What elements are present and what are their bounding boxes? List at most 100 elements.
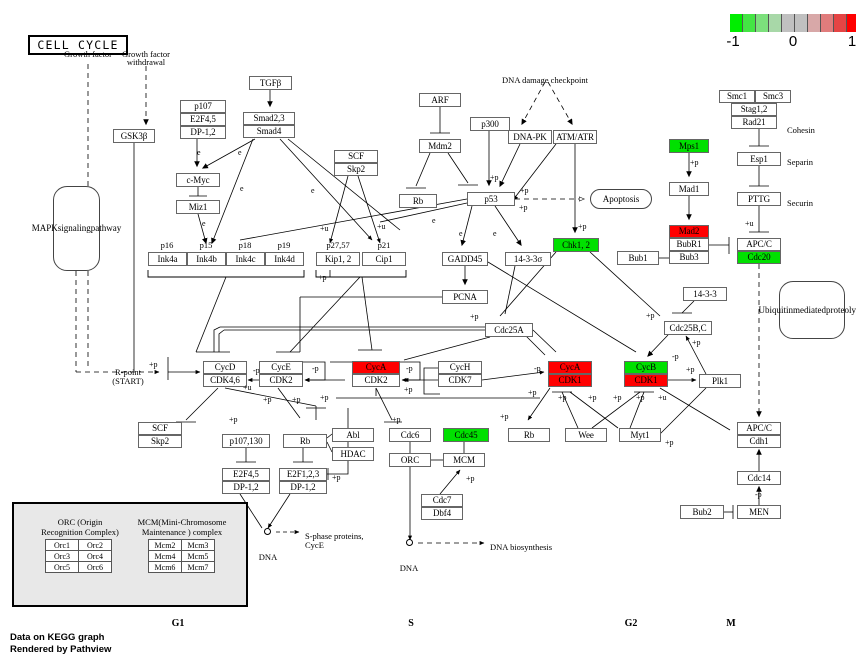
node-cyca-g2[interactable]: CycA (548, 361, 592, 374)
node-cdk7[interactable]: CDK7 (438, 374, 482, 387)
node-cdk4-6[interactable]: CDK4,6 (203, 374, 247, 387)
orc-cell-orc6[interactable]: Orc6 (78, 561, 112, 573)
node-14-3-3s[interactable]: 14-3-3σ (505, 252, 551, 266)
node-smad2-3[interactable]: Smad2,3 (243, 112, 295, 125)
node-smad4[interactable]: Smad4 (243, 125, 295, 138)
maplink-apoptosis[interactable]: Apoptosis (590, 189, 652, 209)
node-skp2-top[interactable]: Skp2 (334, 163, 378, 176)
node-stag1-2[interactable]: Stag1,2 (731, 103, 777, 116)
node-cyca-s[interactable]: CycA (352, 361, 400, 374)
mcm-cell-mcm3[interactable]: Mcm3 (181, 539, 215, 551)
node-gsk3b[interactable]: GSK3β (113, 129, 155, 143)
node-p107[interactable]: p107 (180, 100, 226, 113)
node-cycd[interactable]: CycD (203, 361, 247, 374)
node-myt1[interactable]: Myt1 (619, 428, 661, 442)
node-chk1-2[interactable]: Chk1, 2 (553, 238, 599, 252)
node-atm-atr[interactable]: ATM/ATR (553, 130, 597, 144)
node-bubr1[interactable]: BubR1 (669, 238, 709, 251)
node-bub3[interactable]: Bub3 (669, 251, 709, 264)
node-rb-s[interactable]: Rb (508, 428, 550, 442)
node-men[interactable]: MEN (737, 505, 781, 519)
node-dbf4[interactable]: Dbf4 (421, 507, 463, 520)
node-p53[interactable]: p53 (467, 192, 515, 206)
node-cycb[interactable]: CycB (624, 361, 668, 374)
node-rb-top[interactable]: Rb (399, 194, 437, 208)
node-dp-1-2-top[interactable]: DP-1,2 (180, 126, 226, 139)
node-cdc6[interactable]: Cdc6 (389, 428, 431, 442)
node-dna-pk[interactable]: DNA-PK (508, 130, 552, 144)
node-e2f4-5-top[interactable]: E2F4,5 (180, 113, 226, 126)
node-e2f1-2-3[interactable]: E2F1,2,3 (279, 468, 327, 481)
mcm-cell-mcm7[interactable]: Mcm7 (181, 561, 215, 573)
orc-cell-orc2[interactable]: Orc2 (78, 539, 112, 551)
node-cip1[interactable]: Cip1 (362, 252, 406, 266)
maplink-ubiquitin-mediated-proteolysis[interactable]: Ubiquitinmediatedproteolysis (759, 281, 856, 339)
dna-origin-left (264, 528, 271, 535)
node-kip1-2[interactable]: Kip1, 2 (316, 252, 360, 266)
node-scf-top[interactable]: SCF (334, 150, 378, 163)
mcm-cell-mcm2[interactable]: Mcm2 (148, 539, 182, 551)
node-cdc45[interactable]: Cdc45 (443, 428, 489, 442)
mcm-cell-mcm6[interactable]: Mcm6 (148, 561, 182, 573)
node-cdk2-e[interactable]: CDK2 (259, 374, 303, 387)
node-mad2[interactable]: Mad2 (669, 225, 709, 238)
node-pttg[interactable]: PTTG (737, 192, 781, 206)
node-scf-bottom[interactable]: SCF (138, 422, 182, 435)
node-cdc7[interactable]: Cdc7 (421, 494, 463, 507)
mcm-cell-mcm4[interactable]: Mcm4 (148, 550, 182, 562)
node-orc[interactable]: ORC (389, 453, 431, 467)
node-mdm2[interactable]: Mdm2 (419, 139, 461, 153)
node-cdc14[interactable]: Cdc14 (737, 471, 781, 485)
node-p300[interactable]: p300 (470, 117, 510, 131)
node-gadd45[interactable]: GADD45 (442, 252, 488, 266)
node-plk1[interactable]: Plk1 (699, 374, 741, 388)
orc-cell-orc1[interactable]: Orc1 (45, 539, 79, 551)
node-cdk1-b[interactable]: CDK1 (624, 374, 668, 387)
node-14-3-3[interactable]: 14-3-3 (683, 287, 727, 301)
node-ink4b[interactable]: Ink4b (187, 252, 226, 266)
node-smc3[interactable]: Smc3 (755, 90, 791, 103)
node-pcna[interactable]: PCNA (442, 290, 488, 304)
plus-p-cdc6: +p (392, 415, 401, 424)
node-esp1[interactable]: Esp1 (737, 152, 781, 166)
orc-cell-orc4[interactable]: Orc4 (78, 550, 112, 562)
orc-cell-orc3[interactable]: Orc3 (45, 550, 79, 562)
node-cych[interactable]: CycH (438, 361, 482, 374)
orc-cell-orc5[interactable]: Orc5 (45, 561, 79, 573)
node-cdk1-a[interactable]: CDK1 (548, 374, 592, 387)
node-e2f4-5-bottom[interactable]: E2F4,5 (222, 468, 270, 481)
node-rad21[interactable]: Rad21 (731, 116, 777, 129)
node-dp-1-2-bottom[interactable]: DP-1,2 (222, 481, 270, 494)
node-mps1[interactable]: Mps1 (669, 139, 709, 153)
node-cdc25a[interactable]: Cdc25A (485, 323, 533, 337)
node-wee[interactable]: Wee (565, 428, 607, 442)
node-miz1[interactable]: Miz1 (176, 200, 220, 214)
node-cdk2-a[interactable]: CDK2 (352, 374, 400, 387)
node-dp-1-2-right[interactable]: DP-1,2 (279, 481, 327, 494)
node-rb-mid[interactable]: Rb (283, 434, 327, 448)
node-cdh1[interactable]: Cdh1 (737, 435, 781, 448)
node-ink4c[interactable]: Ink4c (226, 252, 265, 266)
node-tgfb[interactable]: TGFβ (249, 76, 292, 90)
node-ink4a[interactable]: Ink4a (148, 252, 187, 266)
node-bub1[interactable]: Bub1 (617, 251, 659, 265)
node-ink4d[interactable]: Ink4d (265, 252, 304, 266)
maplink-mapk-signaling-pathway[interactable]: MAPK signaling pathway (32, 186, 121, 271)
node-cyce[interactable]: CycE (259, 361, 303, 374)
node-hdac[interactable]: HDAC (332, 447, 374, 461)
mcm-cell-mcm5[interactable]: Mcm5 (181, 550, 215, 562)
plus-u-cyce: +u (243, 383, 252, 392)
node-apc-c-cdc20[interactable]: APC/C (737, 238, 781, 251)
node-mad1[interactable]: Mad1 (669, 182, 709, 196)
node-smc1[interactable]: Smc1 (719, 90, 755, 103)
node-c-myc[interactable]: c-Myc (176, 173, 220, 187)
node-apc-c-cdh1[interactable]: APC/C (737, 422, 781, 435)
node-arf[interactable]: ARF (419, 93, 461, 107)
node-abl[interactable]: Abl (332, 428, 374, 442)
node-cdc25bc[interactable]: Cdc25B,C (664, 321, 712, 335)
node-skp2-bottom[interactable]: Skp2 (138, 435, 182, 448)
node-bub2[interactable]: Bub2 (680, 505, 724, 519)
node-mcm[interactable]: MCM (443, 453, 485, 467)
node-p107-130[interactable]: p107,130 (222, 434, 270, 448)
node-cdc20[interactable]: Cdc20 (737, 251, 781, 264)
